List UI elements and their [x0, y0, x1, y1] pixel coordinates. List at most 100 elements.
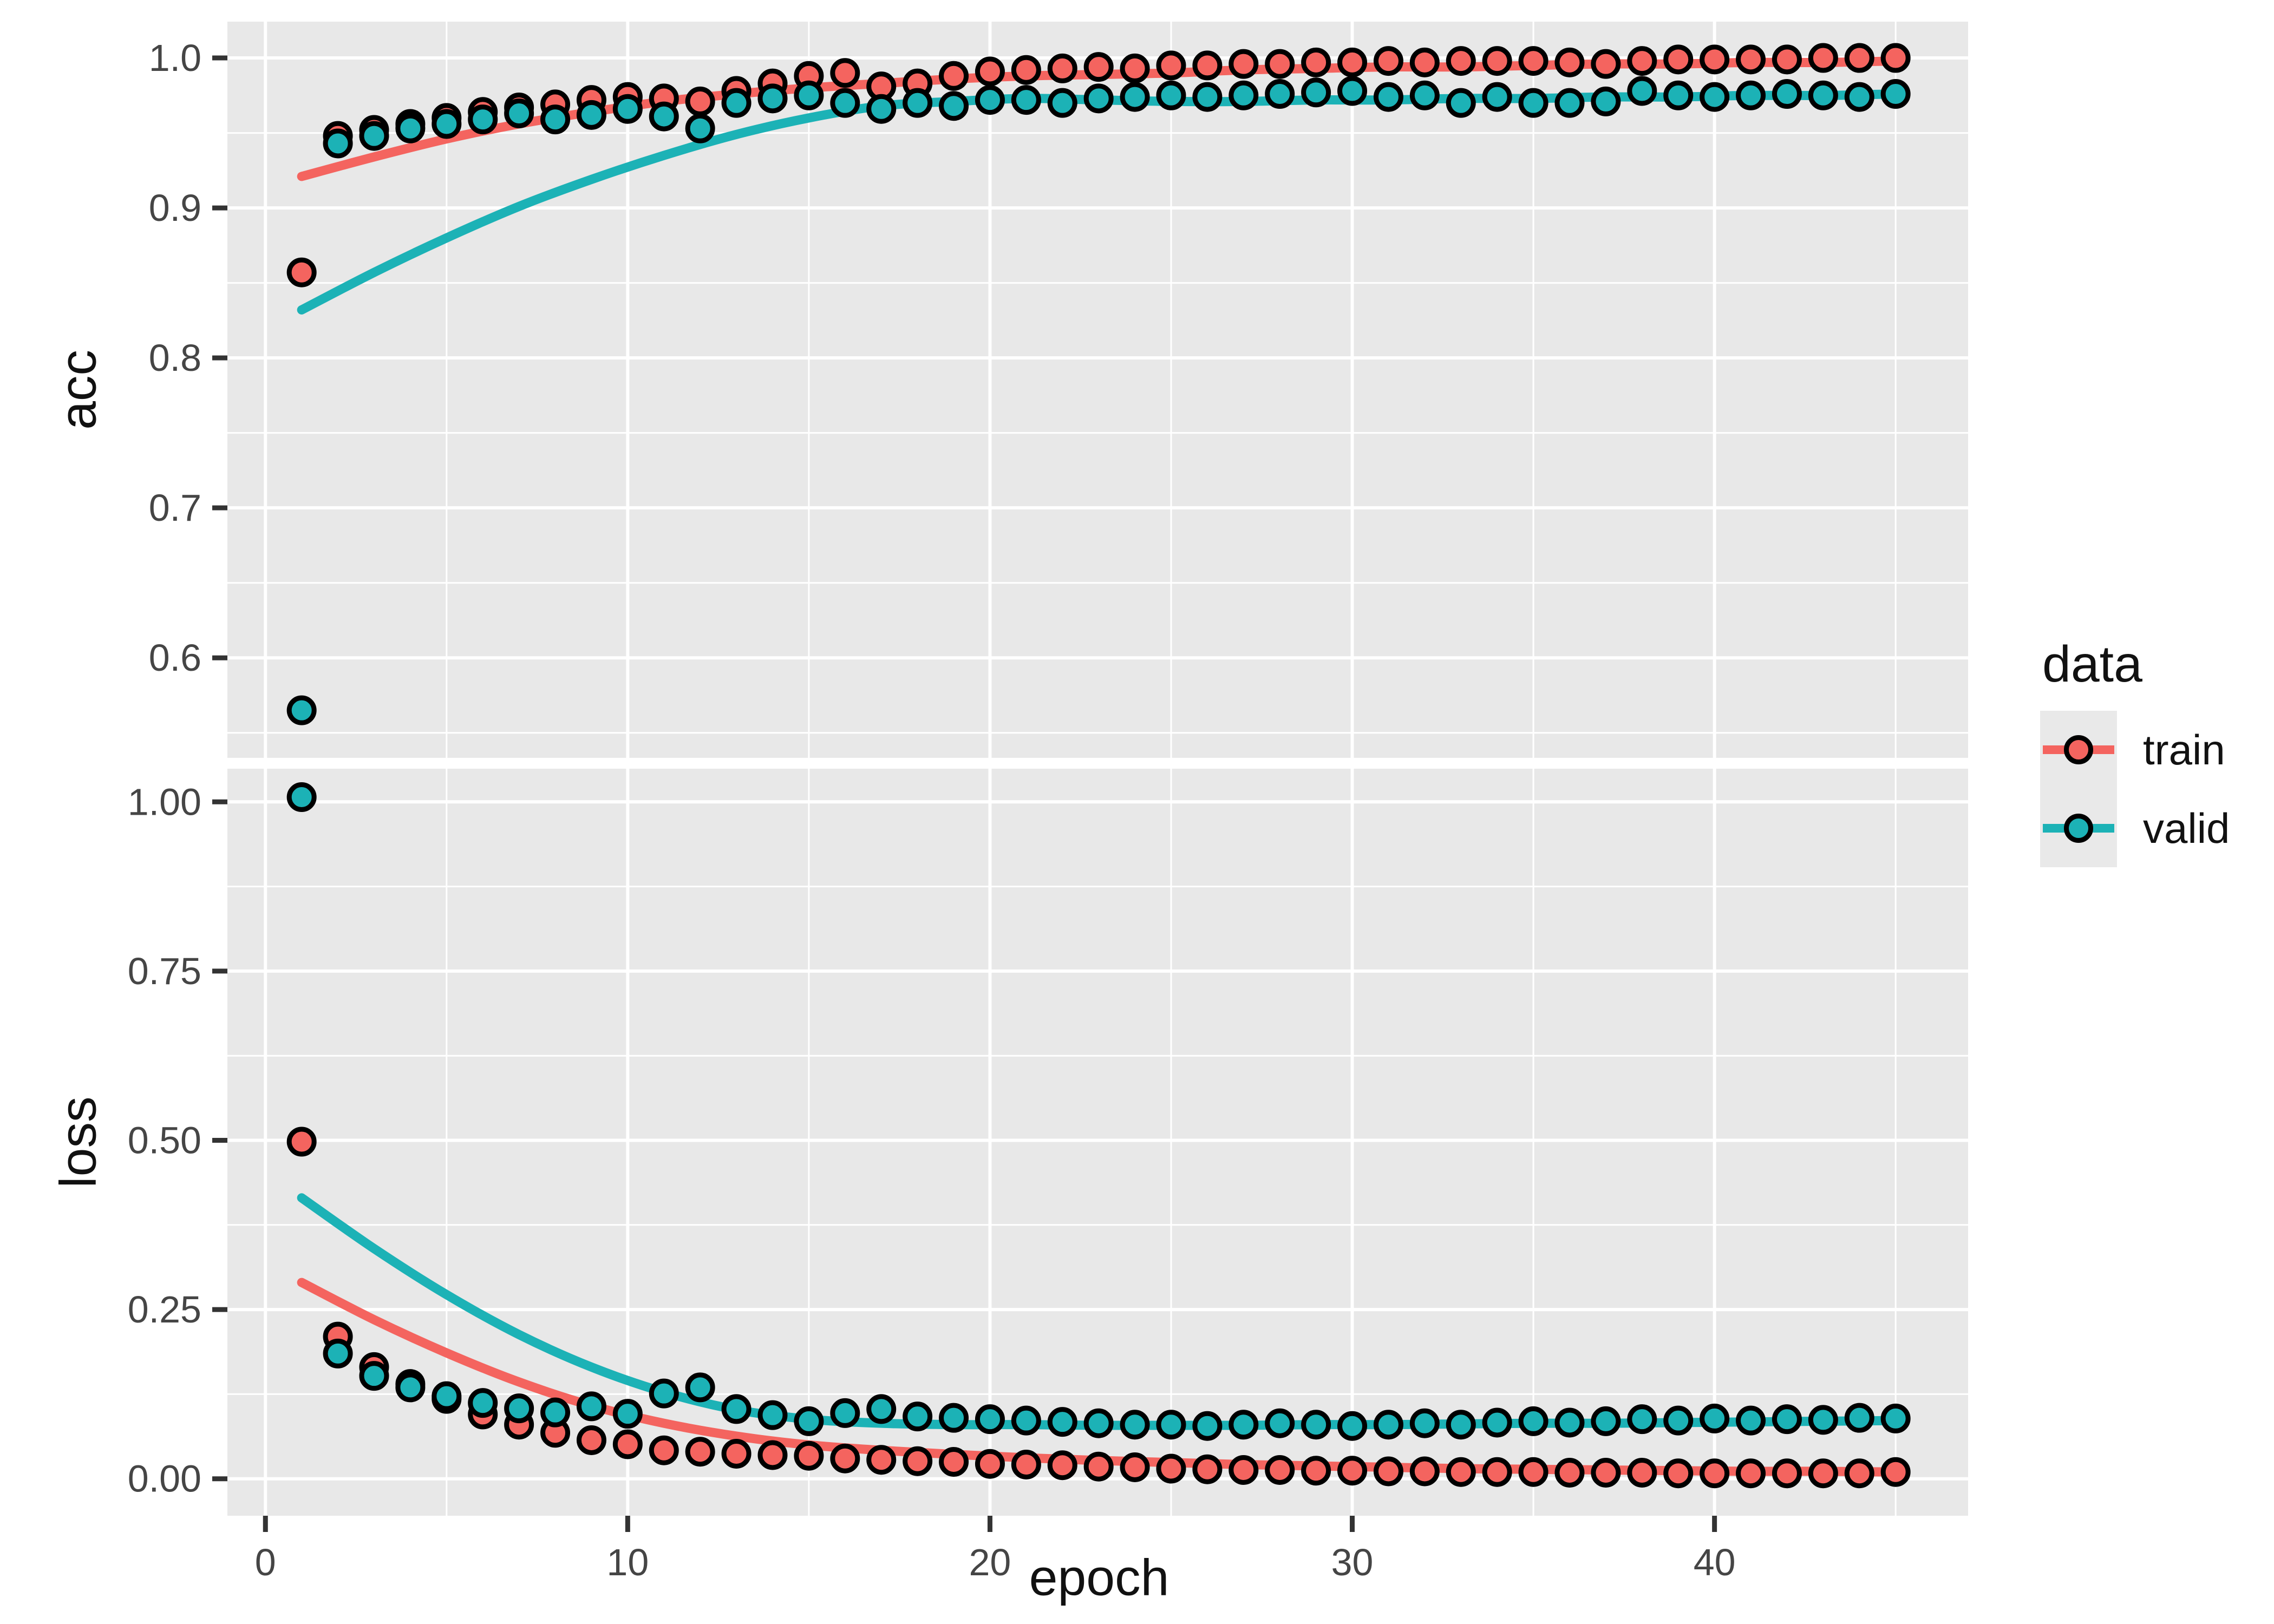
- acc-train-point: [1301, 47, 1331, 77]
- acc-train-point: [1229, 49, 1259, 79]
- loss-train-point: [939, 1446, 969, 1477]
- acc-valid-point: [1373, 82, 1403, 112]
- loss-train-point: [1482, 1457, 1512, 1487]
- acc-train-point: [1156, 50, 1186, 81]
- loss-valid-point: [975, 1404, 1005, 1435]
- legend: data train valid: [2025, 623, 2274, 904]
- x-tick-label: 0: [255, 1541, 276, 1583]
- acc-valid-point: [1229, 80, 1259, 110]
- y-tick-label: 0.75: [128, 950, 201, 992]
- acc-valid-point: [1482, 82, 1512, 112]
- acc-valid-point: [903, 88, 933, 118]
- acc-valid-point: [830, 88, 860, 118]
- x-tick-label: 40: [1694, 1541, 1736, 1583]
- loss-train-point: [1373, 1456, 1403, 1487]
- acc-valid-point: [1301, 77, 1331, 108]
- loss-valid-point: [1700, 1403, 1730, 1433]
- loss-train-point: [576, 1425, 606, 1455]
- acc-train-point: [1120, 53, 1150, 83]
- legend-key-box: [2040, 711, 2117, 867]
- acc-valid-point: [939, 91, 969, 121]
- loss-valid-point: [1772, 1404, 1802, 1435]
- loss-valid-point: [1192, 1411, 1223, 1441]
- acc-valid-point: [1156, 80, 1186, 110]
- loss-train-point: [757, 1440, 788, 1470]
- acc-train-point: [1083, 52, 1114, 82]
- loss-train-point: [1772, 1458, 1802, 1489]
- acc-valid-point: [1518, 88, 1548, 118]
- loss-valid-point: [1011, 1405, 1041, 1436]
- acc-valid-point: [1446, 88, 1476, 118]
- acc-train-point: [286, 257, 317, 287]
- loss-valid-point: [1554, 1407, 1585, 1438]
- acc-valid-point: [1663, 80, 1694, 110]
- y-tick-label: 0.50: [128, 1119, 201, 1161]
- loss-valid-point: [1229, 1410, 1259, 1440]
- acc-train-point: [685, 86, 715, 116]
- loss-train-point: [1663, 1458, 1694, 1489]
- loss-valid-point: [1663, 1405, 1694, 1436]
- acc-valid-point: [1337, 76, 1368, 106]
- y-tick-label: 0.8: [149, 337, 201, 379]
- acc-train-point: [1518, 46, 1548, 76]
- loss-valid-point: [685, 1372, 715, 1403]
- loss-valid-point: [1047, 1407, 1077, 1437]
- acc-train-point: [1337, 47, 1368, 77]
- legend-key-valid: [2040, 789, 2117, 867]
- y-tick-label: 0.25: [128, 1288, 201, 1331]
- acc-valid-point: [1265, 79, 1295, 109]
- y-tick-label: 0.7: [149, 487, 201, 529]
- acc-valid-point: [1844, 82, 1874, 112]
- loss-train-point: [1301, 1456, 1331, 1486]
- loss-train-point: [866, 1445, 897, 1475]
- y-tick-label: 0.00: [128, 1458, 201, 1500]
- loss-axis-title: loss: [49, 1096, 107, 1188]
- loss-train-point: [1192, 1454, 1223, 1484]
- acc-valid-point: [1808, 80, 1838, 110]
- acc-train-point: [1627, 46, 1657, 76]
- loss-train-point: [1554, 1457, 1585, 1488]
- acc-train-point: [1047, 53, 1077, 83]
- acc-valid-point: [1591, 86, 1621, 116]
- loss-valid-point: [1627, 1404, 1657, 1435]
- acc-valid-point: [1192, 82, 1223, 112]
- loss-valid-point: [649, 1378, 679, 1409]
- loss-valid-point: [612, 1399, 643, 1429]
- acc-valid-point: [359, 121, 389, 151]
- loss-train-point: [612, 1429, 643, 1459]
- acc-train-point: [1409, 47, 1440, 77]
- loss-valid-point: [1409, 1408, 1440, 1438]
- acc-valid-point: [866, 94, 897, 124]
- loss-train-point: [1011, 1449, 1041, 1479]
- acc-train-point: [1265, 49, 1295, 79]
- acc-train-point: [1591, 49, 1621, 79]
- loss-valid-point: [1373, 1410, 1403, 1440]
- loss-valid-point: [1156, 1410, 1186, 1440]
- acc-valid-point: [757, 83, 788, 114]
- loss-valid-point: [1265, 1408, 1295, 1438]
- loss-valid-point: [359, 1361, 389, 1391]
- acc-train-point: [1554, 47, 1585, 77]
- loss-train-point: [1156, 1453, 1186, 1484]
- loss-valid-point: [1808, 1405, 1838, 1435]
- loss-train-point: [649, 1435, 679, 1465]
- acc-train-point: [1808, 43, 1838, 73]
- loss-train-point: [685, 1437, 715, 1467]
- loss-train-point: [1700, 1458, 1730, 1489]
- acc-panel-background: [227, 22, 1968, 758]
- loss-valid-point: [830, 1398, 860, 1428]
- loss-valid-point: [757, 1400, 788, 1430]
- acc-valid-point: [432, 109, 462, 139]
- acc-train-point: [1011, 55, 1041, 85]
- acc-valid-point: [1120, 82, 1150, 112]
- loss-valid-point: [1301, 1410, 1331, 1440]
- acc-valid-point: [576, 100, 606, 130]
- loss-valid-point: [1518, 1406, 1548, 1436]
- loss-valid-point: [866, 1394, 897, 1424]
- loss-valid-point: [1083, 1408, 1114, 1438]
- x-tick-label: 30: [1331, 1541, 1374, 1583]
- acc-train-point: [1192, 50, 1223, 81]
- acc-valid-point: [540, 104, 571, 135]
